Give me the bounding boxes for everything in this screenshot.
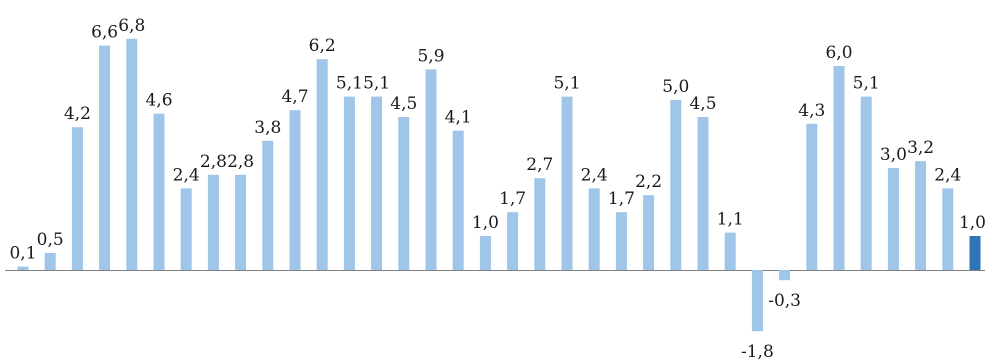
bar-label-34: 3,2 bbox=[907, 138, 934, 158]
bar-3 bbox=[71, 127, 83, 270]
bar-label-35: 2,4 bbox=[934, 165, 961, 185]
bar-28 bbox=[751, 270, 763, 332]
bar-label-30: 4,3 bbox=[798, 101, 825, 121]
bar-label-27: 1,1 bbox=[717, 210, 744, 230]
bar-label-3: 4,2 bbox=[64, 104, 91, 124]
bar-34 bbox=[915, 161, 927, 270]
bar-label-23: 1,7 bbox=[608, 189, 635, 209]
bar-label-4: 6,6 bbox=[91, 23, 118, 43]
bar-label-5: 6,8 bbox=[118, 16, 145, 36]
bar-label-11: 4,7 bbox=[281, 87, 308, 107]
bar-label-36: 1,0 bbox=[959, 213, 986, 233]
bar-20 bbox=[534, 178, 546, 270]
bar-30 bbox=[806, 123, 818, 270]
bar-5 bbox=[126, 38, 138, 270]
bar-35 bbox=[942, 188, 954, 270]
bar-label-9: 2,8 bbox=[227, 152, 254, 172]
bar-32 bbox=[860, 96, 872, 270]
bar-27 bbox=[724, 232, 736, 270]
bar-label-1: 0,1 bbox=[9, 244, 36, 264]
bar-7 bbox=[180, 188, 192, 270]
bar-label-8: 2,8 bbox=[200, 152, 227, 172]
data-labels-group: 0,10,54,26,6 6,84,62,42,8 2,83,84,76,25,1 5… bbox=[9, 16, 986, 360]
bar-15 bbox=[398, 117, 410, 270]
bar-33 bbox=[887, 168, 899, 270]
bar-label-25: 5,0 bbox=[662, 77, 689, 97]
bar-label-6: 4,6 bbox=[145, 91, 172, 111]
bars-group bbox=[17, 38, 981, 332]
bar-label-10: 3,8 bbox=[254, 118, 281, 138]
bar-label-15: 4,5 bbox=[390, 94, 417, 114]
bar-23 bbox=[615, 212, 627, 270]
bar-22 bbox=[588, 188, 600, 270]
bar-19 bbox=[507, 212, 519, 270]
bar-16 bbox=[425, 69, 437, 271]
bar-label-16: 5,9 bbox=[417, 46, 444, 66]
bar-label-13: 5,1 bbox=[336, 74, 363, 94]
bar-label-24: 2,2 bbox=[635, 172, 662, 192]
bar-36 bbox=[969, 236, 981, 270]
bar-14 bbox=[371, 96, 383, 270]
bar-2 bbox=[44, 253, 56, 270]
bar-label-31: 6,0 bbox=[825, 43, 852, 63]
bar-label-12: 6,2 bbox=[309, 36, 336, 56]
bar-4 bbox=[99, 45, 111, 270]
bar-label-17: 4,1 bbox=[445, 108, 472, 128]
bar-9 bbox=[235, 174, 247, 270]
bar-label-26: 4,5 bbox=[689, 94, 716, 114]
bar-label-22: 2,4 bbox=[581, 165, 608, 185]
bar-29 bbox=[779, 270, 791, 281]
bar-label-14: 5,1 bbox=[363, 74, 390, 94]
bar-24 bbox=[643, 195, 655, 270]
bar-8 bbox=[207, 174, 219, 270]
bar-12 bbox=[316, 59, 328, 271]
bar-label-28: -1,8 bbox=[741, 342, 774, 360]
bar-11 bbox=[289, 110, 301, 270]
bar-label-21: 5,1 bbox=[553, 74, 580, 94]
bar-10 bbox=[262, 140, 274, 270]
bar-21 bbox=[561, 96, 573, 270]
bar-18 bbox=[479, 236, 491, 270]
bar-label-2: 0,5 bbox=[37, 230, 64, 250]
bar-label-33: 3,0 bbox=[880, 145, 907, 165]
bar-label-7: 2,4 bbox=[173, 165, 200, 185]
bar-25 bbox=[670, 100, 682, 270]
bar-13 bbox=[343, 96, 355, 270]
bar-label-29: -0,3 bbox=[768, 291, 801, 311]
bar-6 bbox=[153, 113, 165, 270]
bar-label-19: 1,7 bbox=[499, 189, 526, 209]
bar-1 bbox=[17, 266, 29, 270]
bar-label-18: 1,0 bbox=[472, 213, 499, 233]
bar-17 bbox=[452, 130, 464, 270]
bar-label-20: 2,7 bbox=[526, 155, 553, 175]
bar-31 bbox=[833, 66, 845, 270]
bar-label-32: 5,1 bbox=[853, 74, 880, 94]
bar-26 bbox=[697, 117, 709, 270]
